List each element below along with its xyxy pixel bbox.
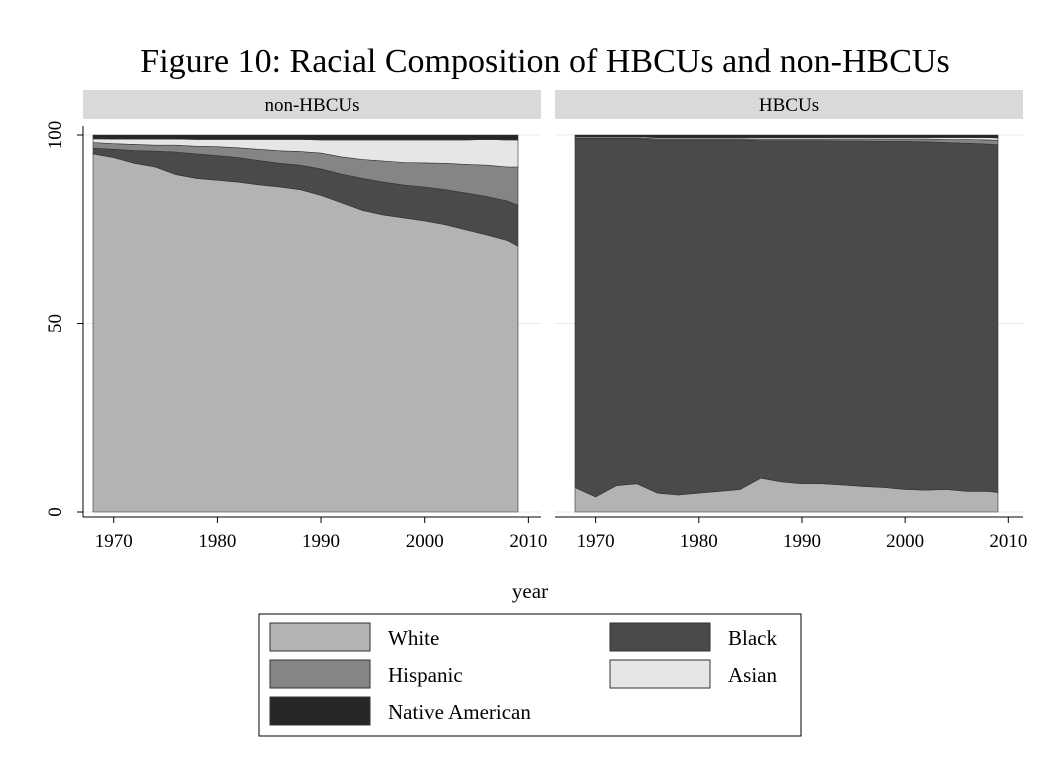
y-tick-label: 100 bbox=[45, 121, 66, 150]
area-native-american bbox=[574, 134, 999, 139]
legend-item-asian: Asian bbox=[609, 659, 777, 689]
panel-1: HBCUs 1970 1980 1990 2000 2010 bbox=[555, 90, 1027, 552]
x-tick-label: 2010 bbox=[989, 531, 1027, 552]
x-tick-label: 1970 bbox=[95, 531, 133, 552]
y-tick-label: 0 bbox=[45, 507, 66, 517]
legend-item-native-american: Native American bbox=[269, 696, 531, 726]
x-tick-label: 1990 bbox=[302, 531, 340, 552]
panel-strip bbox=[555, 90, 1023, 119]
legend-item-white: White bbox=[269, 622, 439, 652]
x-axis-title: year bbox=[512, 579, 548, 603]
area-series-group bbox=[574, 134, 999, 513]
legend-item-hispanic: Hispanic bbox=[269, 659, 463, 689]
x-tick-label: 2000 bbox=[406, 531, 444, 552]
area-series-group bbox=[92, 134, 519, 513]
area-native-american bbox=[92, 134, 519, 141]
chart-legend: White Black Hispanic Asian Native American bbox=[258, 613, 802, 737]
legend-item-black: Black bbox=[609, 622, 777, 652]
legend-label: White bbox=[388, 626, 439, 650]
x-tick-label: 1980 bbox=[680, 531, 718, 552]
y-tick-label: 50 bbox=[45, 314, 66, 333]
x-tick-label: 2000 bbox=[886, 531, 924, 552]
panel-strip-label: HBCUs bbox=[759, 95, 819, 116]
legend-swatch bbox=[269, 696, 371, 726]
legend-label: Asian bbox=[728, 663, 777, 687]
legend-label: Native American bbox=[388, 700, 531, 724]
panel-0: non-HBCUs 0 50 100 1970 1980 1990 2000 2010 bbox=[45, 90, 547, 552]
x-tick-label: 2010 bbox=[509, 531, 547, 552]
panel-strip bbox=[83, 90, 541, 119]
legend-swatch bbox=[609, 622, 711, 652]
panel-strip-label: non-HBCUs bbox=[264, 95, 359, 116]
x-tick-label: 1970 bbox=[577, 531, 615, 552]
legend-label: Hispanic bbox=[388, 663, 463, 687]
chart-title: Figure 10: Racial Composition of HBCUs a… bbox=[140, 43, 949, 80]
x-tick-label: 1990 bbox=[783, 531, 821, 552]
area-black bbox=[574, 138, 999, 498]
legend-swatch bbox=[269, 659, 371, 689]
legend-swatch bbox=[609, 659, 711, 689]
legend-label: Black bbox=[728, 626, 777, 650]
x-tick-label: 1980 bbox=[198, 531, 236, 552]
legend-swatch bbox=[269, 622, 371, 652]
